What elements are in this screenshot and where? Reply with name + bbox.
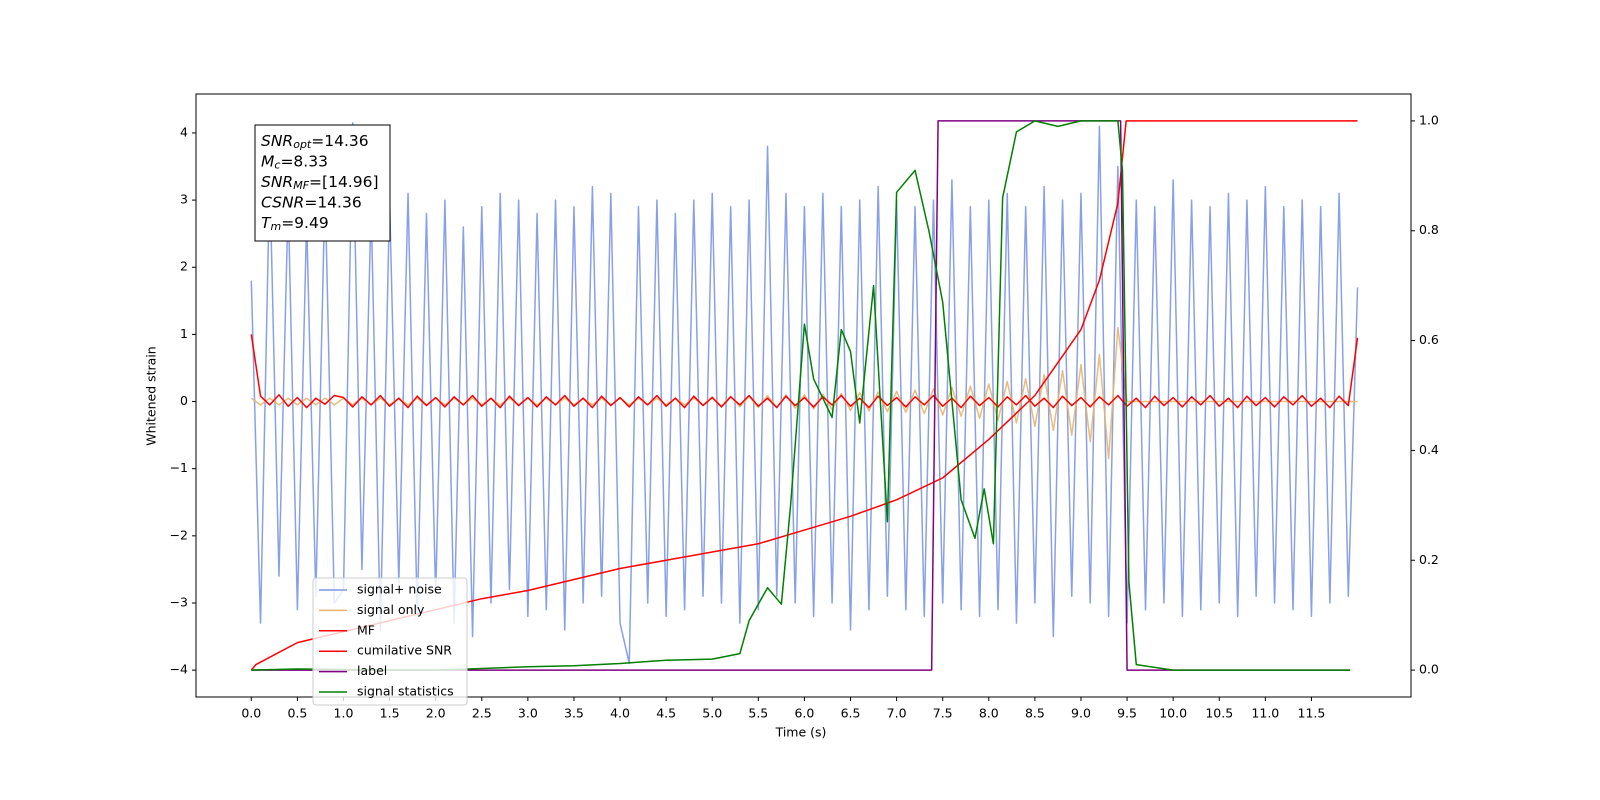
x-tick-label: 2.0	[426, 706, 446, 721]
y-tick-label: −4	[170, 662, 188, 677]
y-tick-label: 3	[180, 192, 188, 207]
x-tick-label: 0.0	[241, 706, 261, 721]
annotation-line: SNRMF=[14.96]	[261, 173, 379, 193]
series-line	[250, 326, 1358, 460]
x-tick-label: 2.5	[472, 706, 492, 721]
x-tick-label: 4.0	[610, 706, 630, 721]
x-tick-label: 8.0	[979, 706, 999, 721]
annotation-value: =[14.96]	[309, 173, 378, 191]
y-tick-label: 0	[180, 393, 188, 408]
y2-tick-label: 0.0	[1419, 662, 1439, 677]
legend-label: signal statistics	[357, 684, 454, 699]
y2-tick-label: 0.6	[1419, 332, 1439, 347]
x-tick-label: 3.5	[564, 706, 584, 721]
y2-tick-label: 0.2	[1419, 552, 1439, 567]
annotation-value: =14.36	[304, 193, 361, 211]
legend-label: cumilative SNR	[357, 643, 452, 658]
annotation-value: =9.49	[281, 214, 329, 232]
y2-tick-label: 1.0	[1419, 112, 1439, 127]
annotation-symbol: M	[261, 152, 274, 170]
x-tick-label: 11.5	[1298, 706, 1326, 721]
annotation-line: CSNR=14.36	[261, 193, 362, 211]
annotation-subscript: m	[270, 220, 281, 233]
legend-label: MF	[357, 622, 375, 637]
x-tick-label: 9.0	[1071, 706, 1091, 721]
annotation-subscript: opt	[293, 138, 312, 151]
x-tick-label: 10.5	[1205, 706, 1233, 721]
y-tick-label: 4	[180, 124, 188, 139]
annotation-line: Tm=9.49	[261, 214, 329, 234]
legend-label: signal+ noise	[357, 582, 442, 597]
x-tick-label: 0.5	[287, 706, 307, 721]
y-tick-label: 1	[180, 326, 188, 341]
annotation-symbol: SNR	[261, 132, 293, 150]
x-tick-label: 3.0	[518, 706, 538, 721]
x-tick-label: 7.0	[887, 706, 907, 721]
annotation-line: SNRopt=14.36	[261, 132, 369, 152]
y-tick-label: −1	[170, 460, 188, 475]
legend-box	[312, 577, 468, 706]
annotation-symbol: CSNR	[261, 193, 304, 211]
annotation-symbol: T	[261, 214, 272, 232]
annotation-subscript: c	[274, 159, 280, 172]
x-tick-label: 5.0	[702, 706, 722, 721]
y2-tick-label: 0.8	[1419, 222, 1439, 237]
x-tick-label: 7.5	[933, 706, 953, 721]
y-tick-label: −3	[170, 594, 188, 609]
x-tick-label: 5.5	[748, 706, 768, 721]
series-line	[251, 120, 1351, 671]
annotation-line: Mc=8.33	[261, 152, 328, 172]
annotation-value: =14.36	[311, 132, 368, 150]
x-tick-label: 1.5	[380, 706, 400, 721]
series-line	[250, 334, 1359, 409]
x-tick-label: 6.0	[794, 706, 814, 721]
x-tick-label: 6.5	[841, 706, 861, 721]
x-tick-label: 1.0	[334, 706, 354, 721]
annotation-symbol: SNR	[261, 173, 293, 191]
annotation-box	[254, 124, 391, 242]
y2-tick-label: 0.4	[1419, 442, 1439, 457]
y-tick-label: 2	[180, 259, 188, 274]
x-tick-label: 9.5	[1117, 706, 1137, 721]
x-tick-label: 10.0	[1159, 706, 1187, 721]
x-tick-label: 11.0	[1251, 706, 1279, 721]
y-tick-label: −2	[170, 527, 188, 542]
annotation-value: =8.33	[280, 152, 328, 170]
x-axis-label: Time (s)	[775, 725, 827, 740]
legend-label: label	[357, 663, 387, 678]
annotation-subscript: MF	[293, 179, 309, 192]
y-axis-label: Whitened strain	[144, 346, 159, 445]
plot-frame	[195, 93, 1412, 698]
x-tick-label: 8.5	[1025, 706, 1045, 721]
series-line	[251, 120, 1351, 671]
legend-label: signal only	[357, 602, 425, 617]
x-tick-label: 4.5	[656, 706, 676, 721]
